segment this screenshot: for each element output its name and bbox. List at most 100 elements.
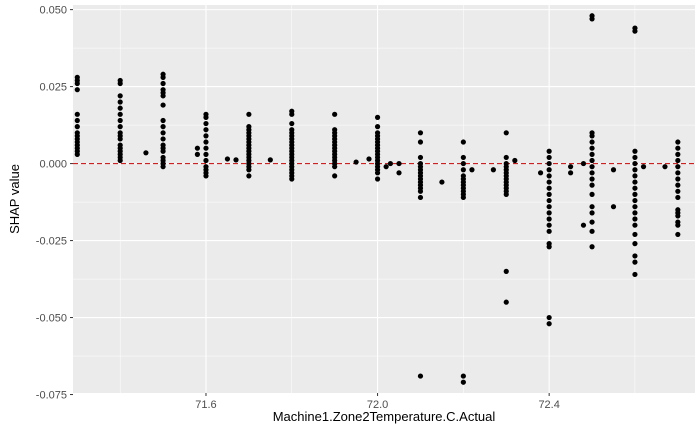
data-point bbox=[460, 379, 466, 385]
data-point bbox=[546, 216, 552, 222]
data-point bbox=[267, 157, 273, 163]
data-point bbox=[675, 194, 681, 201]
data-point bbox=[675, 164, 681, 170]
data-point bbox=[568, 164, 574, 170]
data-point bbox=[117, 105, 123, 111]
y-axis-title: SHAP value bbox=[7, 164, 22, 234]
data-point bbox=[353, 159, 359, 165]
data-point bbox=[632, 148, 638, 154]
data-point bbox=[439, 179, 445, 185]
data-point bbox=[675, 139, 681, 145]
data-point bbox=[194, 145, 200, 151]
data-point bbox=[632, 253, 638, 259]
data-point bbox=[675, 188, 681, 194]
data-point bbox=[289, 176, 295, 182]
data-point bbox=[546, 179, 552, 185]
data-point bbox=[203, 151, 209, 157]
data-point bbox=[546, 160, 552, 167]
data-point bbox=[246, 173, 252, 179]
data-point bbox=[374, 176, 381, 182]
y-axis-ticks: -0.075 -0.050 -0.025 0.000 0.025 0.050 bbox=[36, 5, 73, 402]
data-point bbox=[610, 167, 617, 173]
data-point bbox=[160, 148, 166, 154]
data-point bbox=[580, 222, 587, 228]
data-point bbox=[374, 114, 381, 120]
data-point bbox=[589, 16, 595, 22]
data-point bbox=[589, 145, 595, 151]
data-point bbox=[203, 133, 209, 139]
data-point bbox=[675, 157, 681, 164]
data-points bbox=[74, 13, 681, 385]
data-point bbox=[568, 170, 574, 176]
data-point bbox=[546, 204, 552, 210]
data-point bbox=[396, 170, 402, 176]
data-point bbox=[546, 185, 552, 191]
data-point bbox=[632, 160, 638, 167]
data-point bbox=[632, 222, 638, 228]
data-point bbox=[203, 114, 209, 120]
data-point bbox=[117, 124, 123, 130]
y-tick-label: 0.000 bbox=[39, 159, 67, 171]
panel-background bbox=[73, 5, 695, 393]
data-point bbox=[203, 173, 209, 179]
data-point bbox=[74, 80, 80, 87]
y-tick-label: 0.025 bbox=[39, 82, 67, 94]
data-point bbox=[675, 145, 681, 151]
data-point bbox=[160, 164, 166, 170]
data-point bbox=[203, 139, 209, 145]
data-point bbox=[203, 157, 209, 164]
data-point bbox=[546, 154, 552, 161]
data-point bbox=[675, 213, 681, 219]
data-point bbox=[160, 80, 166, 87]
data-point bbox=[374, 124, 381, 130]
data-point bbox=[233, 157, 239, 163]
data-point bbox=[117, 157, 123, 164]
data-point bbox=[417, 154, 424, 161]
data-point bbox=[503, 299, 509, 305]
data-point bbox=[546, 167, 552, 173]
data-point bbox=[546, 191, 552, 197]
data-point bbox=[589, 204, 595, 210]
data-point bbox=[675, 170, 681, 176]
data-point bbox=[589, 219, 595, 225]
data-point bbox=[160, 93, 166, 99]
x-axis-title: Machine1.Zone2Temperature.C.Actual bbox=[273, 409, 496, 424]
data-point bbox=[74, 117, 80, 124]
data-point bbox=[160, 102, 166, 108]
data-point bbox=[632, 231, 638, 238]
data-point bbox=[224, 156, 231, 162]
data-point bbox=[537, 170, 544, 176]
data-point bbox=[460, 160, 466, 167]
data-point bbox=[460, 154, 466, 161]
data-point bbox=[396, 160, 402, 167]
data-point bbox=[74, 111, 80, 117]
data-point bbox=[74, 151, 80, 157]
data-point bbox=[546, 222, 552, 228]
data-point bbox=[117, 93, 123, 99]
data-point bbox=[117, 111, 123, 117]
data-point bbox=[417, 139, 424, 145]
data-point bbox=[632, 179, 638, 185]
data-point bbox=[589, 157, 595, 164]
data-point bbox=[490, 167, 496, 173]
y-tick-label: -0.025 bbox=[36, 236, 67, 248]
data-point bbox=[469, 167, 475, 173]
data-point bbox=[610, 204, 617, 210]
data-point bbox=[460, 139, 466, 145]
data-point bbox=[117, 136, 123, 142]
data-point bbox=[503, 154, 509, 161]
data-point bbox=[589, 210, 595, 216]
data-point bbox=[632, 210, 638, 216]
data-point bbox=[203, 120, 209, 127]
data-point bbox=[417, 373, 424, 379]
data-point bbox=[632, 185, 638, 191]
data-point bbox=[632, 167, 638, 173]
data-point bbox=[632, 197, 638, 204]
x-tick-label: 72.4 bbox=[538, 399, 559, 411]
data-point bbox=[589, 182, 595, 188]
data-point bbox=[160, 117, 166, 124]
data-point bbox=[546, 314, 552, 321]
data-point bbox=[143, 150, 149, 156]
data-point bbox=[160, 124, 166, 130]
